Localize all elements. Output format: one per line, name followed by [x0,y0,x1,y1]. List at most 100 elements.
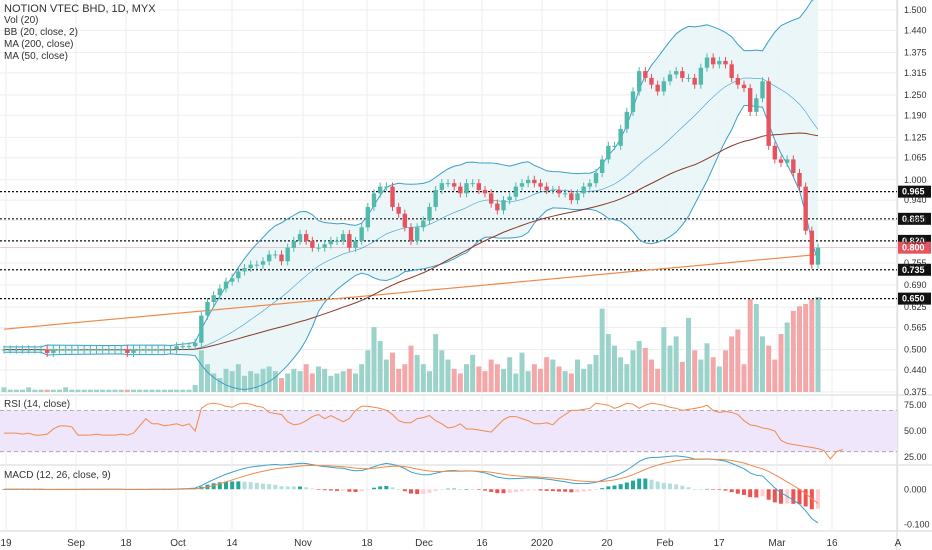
volume-bar [778,334,784,392]
volume-bar [235,364,241,392]
legend-ma200[interactable]: MA (200, close) [4,39,74,50]
volume-bar [519,352,525,392]
legend-volume[interactable]: Vol (20) [4,15,39,26]
macd-label[interactable]: MACD (12, 26, close, 9) [4,470,111,481]
candle-body [495,203,500,211]
bollinger-band-fill [4,0,818,390]
macd-histogram-bar [766,489,771,500]
candle-body [384,186,389,188]
volume-bar [427,371,432,392]
candle-body [784,159,790,163]
volume-bar [211,373,217,392]
macd-histogram-bar [396,489,401,490]
candle-body [223,281,229,289]
volume-bar [482,371,488,392]
macd-histogram-bar [680,485,685,490]
volume-bar [605,334,611,392]
x-tick-label: 20 [601,538,613,549]
macd-histogram-bar [452,488,457,490]
candle-body [414,227,420,241]
volume-bar [291,368,297,392]
volume-bar [260,368,266,392]
volume-bar [624,364,630,392]
volume-bar [784,322,790,392]
volume-bar [667,345,673,392]
volume-bar [223,368,229,392]
macd-histogram-bar [495,489,500,494]
macd-histogram-bar [217,482,222,490]
price-tick-label: 0.440 [904,365,927,375]
candle-body [754,98,759,112]
candle-body [1,349,7,351]
legend-bollinger[interactable]: BB (20, close, 2) [4,27,78,38]
volume-bar [161,389,167,392]
candle-body [593,172,599,184]
candle-body [44,349,50,353]
volume-bar [507,357,513,392]
candle-body [501,200,506,211]
candle-body [390,186,395,207]
macd-histogram-bar [347,489,352,492]
candle-body [310,240,315,248]
candle-body [143,349,149,351]
candle-body [470,183,475,185]
volume-bar [747,299,753,392]
macd-histogram-bar [365,489,370,490]
candle-body [211,295,216,303]
volume-bar [457,373,463,392]
price-tick-label: 1.000 [904,175,927,185]
x-tick-label: 2020 [531,538,554,549]
volume-bar [297,371,303,392]
volume-bar [50,389,56,392]
bollinger-fill [4,0,818,390]
price-tick-label: 0.820 [904,236,927,246]
candle-body [69,349,75,351]
macd-histogram-bar [563,489,568,492]
macd-histogram-bar [421,489,426,494]
candle-body [581,186,586,194]
volume-bar [100,389,106,392]
volume-bar [322,368,328,392]
macd-histogram-bar [335,489,339,491]
volume-bar [556,366,562,392]
candle-body [482,189,488,194]
macd-histogram-bar [649,479,654,490]
volume-bar [445,359,451,392]
macd-histogram-bar [655,481,660,490]
candle-body [236,271,241,279]
volume-bar [599,308,605,392]
candle-body [112,349,118,351]
macd-histogram-bar [353,489,358,492]
macd-histogram-bar [476,489,481,490]
signal-line [4,458,819,504]
macd-histogram-bar [372,487,376,490]
rsi-label[interactable]: RSI (14, close) [4,399,71,410]
macd-histogram-bar [415,489,420,495]
volume-bar [692,350,698,392]
volume-bar [729,336,735,392]
macd-histogram-bar [624,482,629,490]
macd-histogram-bar [230,481,235,490]
candle-body [815,247,821,265]
candle-body [248,264,253,269]
volume-bar [365,350,371,392]
candle-body [199,315,204,343]
candle-body [260,261,266,265]
volume-bar [655,368,661,392]
candle-body [365,206,371,228]
macd-histogram-bar [267,484,272,490]
volume-bar [168,389,173,392]
macd-histogram-bar [279,486,284,490]
volume-bar [451,368,457,392]
volume-bar [328,375,334,392]
legend-ma50[interactable]: MA (50, close) [4,51,68,62]
chart-title[interactable]: NOTION VTEC BHD, 1D, MYX [4,3,156,15]
volume-bar [69,389,75,392]
price-tick-label: 0.690 [904,280,927,290]
level-badge [898,292,931,305]
macd-histogram-bar [433,489,438,492]
volume-bar [279,378,284,392]
rsi-line [4,402,843,460]
macd-histogram-bar [427,489,432,493]
